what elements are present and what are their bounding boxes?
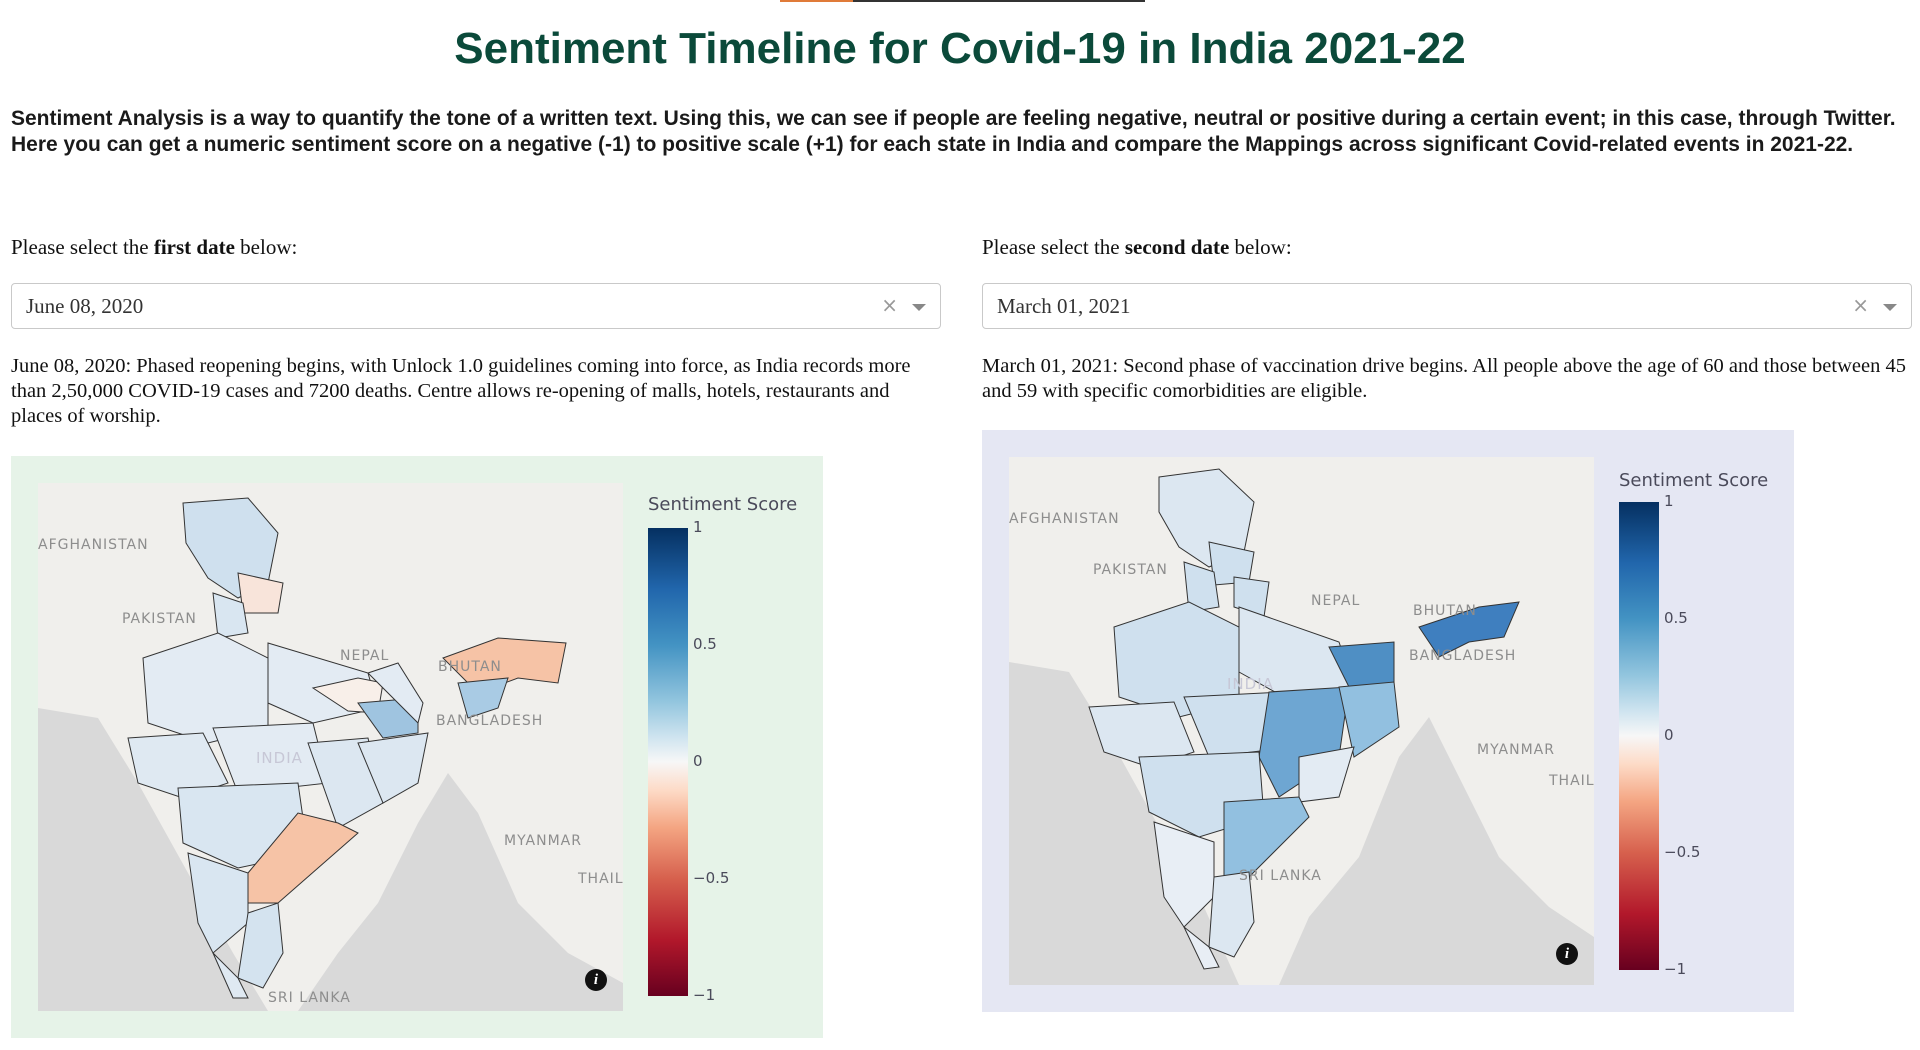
second-colorbar bbox=[1619, 502, 1659, 970]
second-map-info-icon[interactable]: i bbox=[1556, 943, 1578, 965]
first-date-label-bold: first date bbox=[153, 235, 235, 259]
map-label-thailand: THAIL bbox=[577, 871, 623, 887]
second-date-description: March 01, 2021: Second phase of vaccinat… bbox=[982, 355, 1906, 402]
second-colorbar-title: Sentiment Score bbox=[1619, 470, 1769, 491]
state-tamil-nadu bbox=[237, 902, 284, 989]
page-title: Sentiment Timeline for Covid-19 in India… bbox=[454, 24, 1466, 73]
state-odisha bbox=[1298, 746, 1355, 803]
map-label-afghanistan: AFGHANISTAN bbox=[1009, 511, 1120, 527]
state-assam bbox=[457, 677, 509, 719]
second-date-map-svg: AFGHANISTAN PAKISTAN NEPAL BHUTAN BANGLA… bbox=[1009, 468, 1594, 985]
first-date-chevron-down-icon[interactable] bbox=[912, 304, 926, 311]
state-arunachal-assam bbox=[1418, 601, 1520, 658]
map-label-bhutan: BHUTAN bbox=[438, 659, 502, 675]
first-colorbar-tick: 0 bbox=[693, 752, 703, 771]
second-colorbar-tick: −1 bbox=[1664, 960, 1687, 979]
map-label-india: INDIA bbox=[1227, 675, 1274, 693]
map-label-bangladesh: BANGLADESH bbox=[436, 713, 543, 729]
second-colorbar-tick: 1 bbox=[1664, 492, 1674, 511]
map-label-india: INDIA bbox=[256, 749, 303, 767]
map-label-sri-lanka: SRI LANKA bbox=[1239, 868, 1322, 884]
second-date-value: March 01, 2021 bbox=[997, 294, 1131, 318]
state-himachal bbox=[237, 572, 284, 614]
state-west-bengal bbox=[367, 662, 424, 724]
map-label-pakistan: PAKISTAN bbox=[122, 611, 197, 627]
first-colorbar-title: Sentiment Score bbox=[648, 494, 798, 515]
first-colorbar bbox=[648, 528, 688, 996]
first-date-label: Please select the first date below: bbox=[11, 234, 943, 260]
first-colorbar-tick: −1 bbox=[693, 986, 716, 1005]
first-date-map-card: AFGHANISTAN PAKISTAN NEPAL BHUTAN BANGLA… bbox=[11, 456, 823, 1038]
map-label-pakistan: PAKISTAN bbox=[1093, 562, 1168, 578]
map-label-nepal: NEPAL bbox=[340, 648, 389, 664]
second-colorbar-tick: 0 bbox=[1664, 726, 1674, 745]
second-date-choropleth-map[interactable]: AFGHANISTAN PAKISTAN NEPAL BHUTAN BANGLA… bbox=[1009, 457, 1594, 985]
top-progress-bar bbox=[780, 0, 1145, 2]
state-kerala bbox=[1183, 926, 1220, 970]
second-date-label-bold: second date bbox=[1124, 235, 1230, 259]
map-label-myanmar: MYANMAR bbox=[504, 833, 582, 849]
second-date-label-suffix: below: bbox=[1229, 235, 1292, 259]
first-colorbar-tick: 1 bbox=[693, 518, 703, 537]
first-colorbar-tick: 0.5 bbox=[693, 635, 717, 654]
right-panel: Please select the second date below: Mar… bbox=[982, 234, 1914, 1012]
second-date-clear-icon[interactable]: × bbox=[1852, 293, 1869, 317]
second-date-map-card: AFGHANISTAN PAKISTAN NEPAL BHUTAN BANGLA… bbox=[982, 430, 1794, 1012]
top-progress-accent bbox=[780, 0, 853, 2]
intro-paragraph: Sentiment Analysis is a way to quantify … bbox=[11, 107, 1896, 156]
first-date-label-prefix: Please select the bbox=[11, 235, 154, 259]
map-label-thailand: THAIL bbox=[1548, 773, 1594, 789]
first-map-info-icon[interactable]: i bbox=[585, 969, 607, 991]
map-label-sri-lanka: SRI LANKA bbox=[268, 990, 351, 1006]
second-colorbar-tick: −0.5 bbox=[1664, 843, 1701, 862]
first-colorbar-tick: −0.5 bbox=[693, 869, 730, 888]
left-panel: Please select the first date below: June… bbox=[11, 234, 943, 1038]
map-label-bangladesh: BANGLADESH bbox=[1409, 648, 1516, 664]
second-date-label-prefix: Please select the bbox=[982, 235, 1125, 259]
second-date-label: Please select the second date below: bbox=[982, 234, 1914, 260]
state-kerala bbox=[212, 952, 249, 999]
first-date-dropdown[interactable]: June 08, 2020 × bbox=[11, 283, 941, 329]
state-jharkhand-odisha bbox=[357, 732, 429, 804]
map-label-afghanistan: AFGHANISTAN bbox=[38, 537, 149, 553]
state-andhra bbox=[1223, 796, 1310, 878]
first-date-description: June 08, 2020: Phased reopening begins, … bbox=[11, 355, 911, 427]
second-colorbar-tick: 0.5 bbox=[1664, 609, 1688, 628]
first-date-map-svg: AFGHANISTAN PAKISTAN NEPAL BHUTAN BANGLA… bbox=[38, 497, 623, 1011]
first-date-value: June 08, 2020 bbox=[26, 294, 144, 318]
state-karnataka bbox=[1153, 821, 1215, 928]
first-date-clear-icon[interactable]: × bbox=[881, 293, 898, 317]
state-tamil-nadu bbox=[1208, 871, 1255, 958]
second-date-chevron-down-icon[interactable] bbox=[1883, 304, 1897, 311]
bay-of-bengal-shape bbox=[1279, 717, 1594, 985]
map-label-bhutan: BHUTAN bbox=[1413, 603, 1477, 619]
state-punjab bbox=[212, 592, 249, 639]
state-karnataka bbox=[187, 852, 249, 954]
bay-of-bengal-shape bbox=[298, 773, 623, 1011]
state-punjab bbox=[1183, 561, 1220, 613]
map-label-nepal: NEPAL bbox=[1311, 593, 1360, 609]
state-jharkhand bbox=[1338, 681, 1400, 758]
first-date-choropleth-map[interactable]: AFGHANISTAN PAKISTAN NEPAL BHUTAN BANGLA… bbox=[38, 483, 623, 1011]
second-date-dropdown[interactable]: March 01, 2021 × bbox=[982, 283, 1912, 329]
first-date-label-suffix: below: bbox=[234, 235, 298, 259]
map-label-myanmar: MYANMAR bbox=[1477, 742, 1555, 758]
